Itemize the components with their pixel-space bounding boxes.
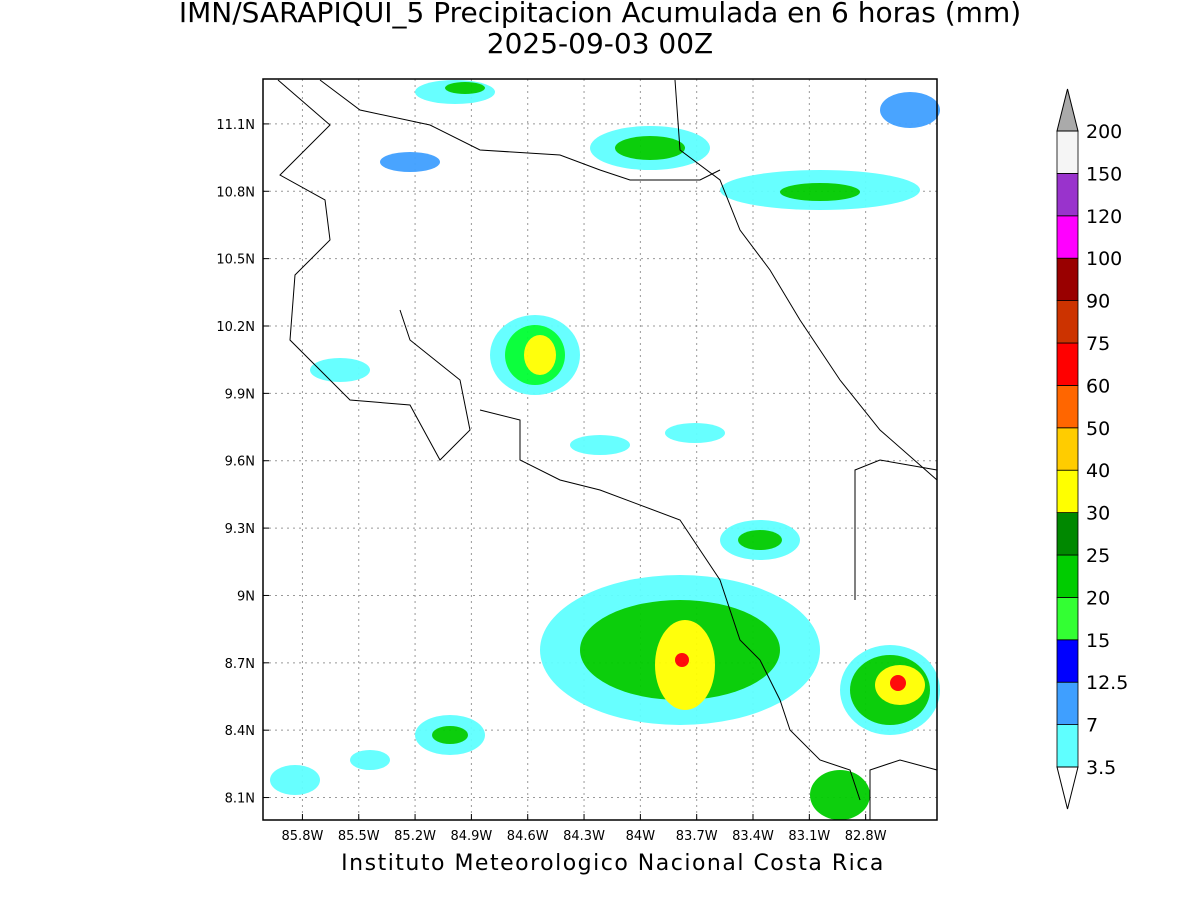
colorbar-segment bbox=[1056, 512, 1079, 556]
colorbar-segment bbox=[1056, 342, 1079, 386]
colorbar-label: 75 bbox=[1086, 333, 1110, 355]
colorbar-over bbox=[1056, 88, 1079, 132]
map bbox=[262, 78, 940, 821]
precip-areas bbox=[270, 80, 940, 820]
colorbar-label: 150 bbox=[1086, 163, 1122, 185]
colorbar: 3.5 7 12.5 15 20 25 30 40 50 60 75 90 100 120 150 200 bbox=[1056, 88, 1128, 810]
colorbar-segment bbox=[1056, 257, 1079, 302]
x-tick-label: 83.4W bbox=[732, 829, 774, 844]
y-tick-label: 9N bbox=[237, 589, 255, 604]
footer: Instituto Meteorologico Nacional Costa R… bbox=[341, 851, 885, 876]
colorbar-label: 12.5 bbox=[1086, 672, 1128, 694]
colorbar-segment bbox=[1056, 215, 1079, 259]
colorbar-segment bbox=[1056, 130, 1079, 174]
colorbar-segment bbox=[1056, 724, 1079, 768]
colorbar-segment bbox=[1056, 639, 1079, 683]
x-tick-label: 84.9W bbox=[450, 829, 492, 844]
colorbar-segment bbox=[1056, 597, 1079, 641]
x-tick-label: 83.1W bbox=[788, 829, 830, 844]
colorbar-label: 100 bbox=[1086, 248, 1122, 270]
x-tick-label: 85.5W bbox=[338, 829, 380, 844]
y-tick-label: 9.9N bbox=[225, 387, 255, 402]
y-tick-label: 10.2N bbox=[216, 320, 255, 335]
x-tick-label: 84.6W bbox=[507, 829, 549, 844]
colorbar-label: 90 bbox=[1086, 291, 1110, 313]
colorbar-segment bbox=[1056, 681, 1079, 726]
x-tick-label: 85.8W bbox=[282, 829, 324, 844]
y-tick-label: 8.7N bbox=[225, 657, 255, 672]
map-frame bbox=[262, 78, 938, 821]
y-tick-label: 10.8N bbox=[216, 185, 255, 200]
y-tick-label: 11.1N bbox=[216, 118, 255, 133]
colorbar-label: 25 bbox=[1086, 545, 1110, 567]
colorbar-label: 200 bbox=[1086, 121, 1122, 143]
x-tick-label: 84W bbox=[626, 829, 656, 844]
colorbar-segment bbox=[1056, 300, 1079, 344]
coastlines bbox=[277, 79, 938, 820]
colorbar-under bbox=[1056, 766, 1079, 810]
colorbar-label: 15 bbox=[1086, 630, 1110, 652]
colorbar-segment bbox=[1056, 469, 1079, 514]
x-tick-label: 82.8W bbox=[845, 829, 887, 844]
x-tick-label: 83.7W bbox=[676, 829, 718, 844]
y-tick-label: 8.4N bbox=[225, 724, 255, 739]
y-tick-label: 10.5N bbox=[216, 253, 255, 268]
y-tick-label: 8.1N bbox=[225, 792, 255, 807]
colorbar-label: 30 bbox=[1086, 503, 1110, 525]
colorbar-label: 120 bbox=[1086, 206, 1122, 228]
y-tick-label: 9.6N bbox=[225, 455, 255, 470]
colorbar-label: 7 bbox=[1086, 715, 1098, 737]
x-tick-label: 84.3W bbox=[563, 829, 605, 844]
title: IMN/SARAPIQUI_5 Precipitacion Acumulada … bbox=[179, 0, 1021, 29]
subtitle: 2025-09-03 00Z bbox=[487, 27, 713, 60]
colorbar-segment bbox=[1056, 384, 1079, 429]
x-tick-label: 85.2W bbox=[394, 829, 436, 844]
colorbar-label: 50 bbox=[1086, 418, 1110, 440]
colorbar-label: 60 bbox=[1086, 375, 1110, 397]
colorbar-segment bbox=[1056, 427, 1079, 471]
colorbar-label: 20 bbox=[1086, 587, 1110, 609]
colorbar-label: 40 bbox=[1086, 460, 1110, 482]
colorbar-segment bbox=[1056, 172, 1079, 217]
colorbar-segment bbox=[1056, 554, 1079, 598]
y-tick-label: 9.3N bbox=[225, 522, 255, 537]
colorbar-label: 3.5 bbox=[1086, 757, 1116, 779]
